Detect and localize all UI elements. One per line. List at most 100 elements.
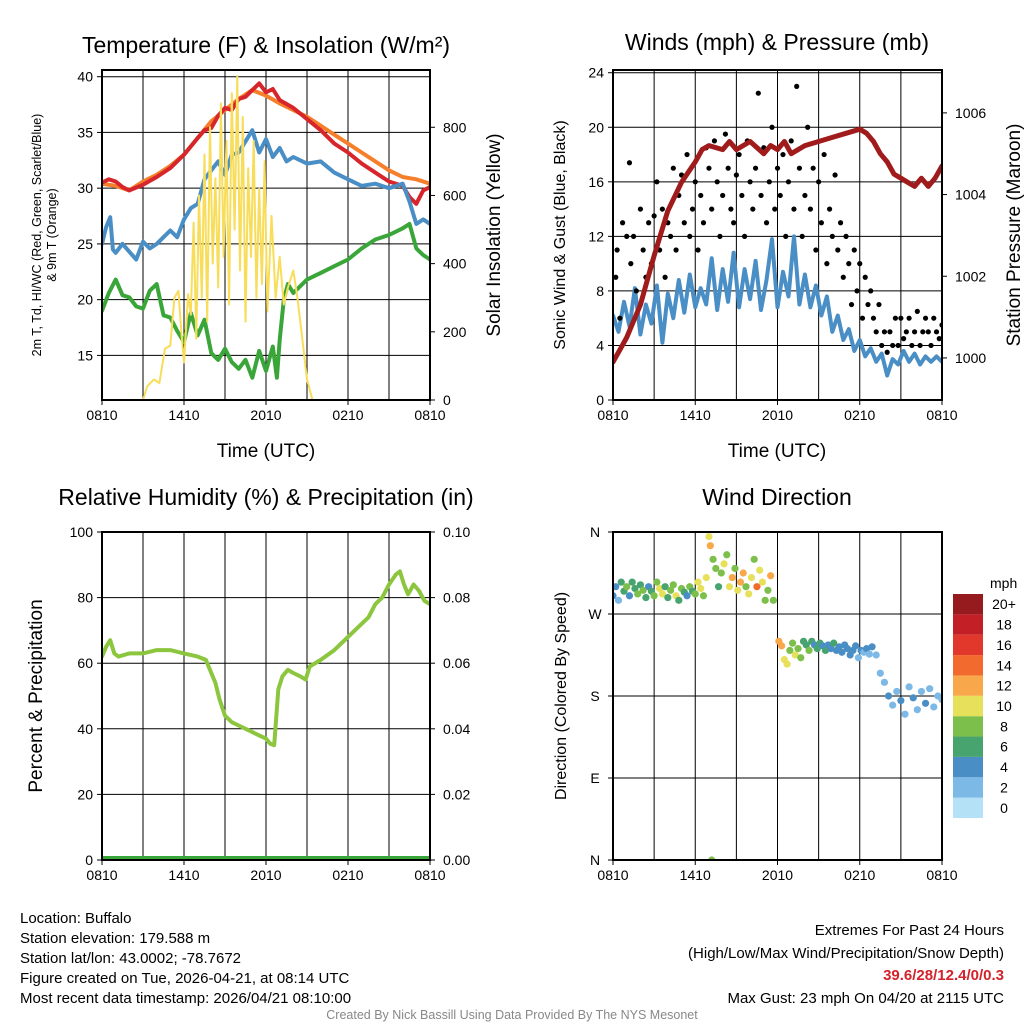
- wind-direction-point: [623, 583, 631, 591]
- chart-marks: 0810 1410 2010 0210 081015202530354002004006…: [70, 65, 987, 883]
- gust-point: [711, 138, 718, 144]
- colorbar-label: 16: [996, 637, 1012, 653]
- gust-point: [777, 192, 783, 199]
- x-tick-label: 0810: [86, 867, 117, 883]
- temp-ylabel-line1: 2m T, Td, HI/WC (Red, Green, Scarlet/Blu…: [30, 114, 44, 357]
- wind-direction-point: [728, 573, 736, 582]
- plot-area: [102, 75, 430, 400]
- colorbar-swatch: [953, 756, 983, 778]
- y-tick-label: 0: [596, 392, 604, 408]
- gust-point: [837, 220, 844, 226]
- gust-point: [617, 315, 623, 321]
- wind-direction-point: [706, 542, 714, 550]
- gust-point: [747, 179, 753, 185]
- gust-point: [689, 206, 696, 212]
- x-tick-label: 0810: [414, 867, 445, 883]
- wind-direction-point: [625, 592, 634, 600]
- gust-point: [829, 233, 835, 239]
- gust-point: [895, 342, 901, 349]
- colorbar-swatch: [953, 716, 983, 737]
- gust-point: [826, 206, 833, 212]
- gust-point: [824, 261, 830, 267]
- gust-point: [788, 138, 794, 144]
- y-right-tick-label: 0.00: [443, 852, 470, 868]
- wind-direction-point: [835, 643, 843, 651]
- gust-point: [717, 233, 723, 239]
- wind-direction-point: [613, 583, 620, 591]
- gust-point: [731, 220, 737, 226]
- wind-direction-point: [661, 583, 669, 591]
- x-tick-label: 0210: [844, 867, 875, 883]
- y-tick-label: 35: [77, 124, 93, 140]
- gust-point: [659, 206, 665, 212]
- gust-point: [714, 179, 720, 185]
- y-right-tick-label: 200: [443, 324, 467, 340]
- gust-point: [654, 179, 660, 185]
- plot-frame: [612, 531, 943, 861]
- gust-point: [917, 342, 923, 349]
- gust-point: [791, 206, 797, 212]
- plot-area: [613, 83, 942, 378]
- y-right-tick-label: 800: [443, 119, 467, 135]
- dir-panel-title: Wind Direction: [702, 484, 852, 510]
- wind-direction-point: [827, 645, 835, 653]
- gust-point: [922, 315, 929, 321]
- y-tick-label: 20: [588, 119, 604, 135]
- colorbar-swatch: [953, 736, 983, 757]
- extremes-legend: (High/Low/Max Wind/Precipitation/Snow De…: [688, 945, 1004, 962]
- gust-point: [619, 220, 626, 226]
- wind-direction-point: [742, 583, 750, 591]
- wind-direction-point: [838, 648, 846, 656]
- plot-area: [613, 532, 942, 860]
- wind-xlabel: Time (UTC): [728, 441, 827, 462]
- footer-recent: Most recent data timestamp: 2026/04/21 0…: [20, 990, 351, 1007]
- gust-point: [651, 213, 657, 219]
- wind-direction-point: [884, 692, 893, 700]
- gust-point: [851, 247, 857, 253]
- y-tick-label: 20: [77, 292, 93, 308]
- colorbar-label: 4: [1000, 759, 1008, 775]
- colorbar-title: mph: [990, 575, 1017, 591]
- wind-direction-point: [761, 596, 769, 604]
- y-tick-label: 24: [588, 65, 604, 81]
- gust-point: [868, 288, 874, 294]
- gust-point: [772, 206, 778, 212]
- x-tick-label: 0810: [86, 407, 117, 423]
- wind-direction-point: [893, 687, 901, 696]
- x-tick-label: 0210: [332, 867, 363, 883]
- colorbar-label: 18: [996, 617, 1012, 633]
- colorbar-label: 10: [996, 698, 1012, 714]
- plot-frame: [101, 531, 431, 861]
- gust-point: [780, 151, 786, 158]
- gust-point: [881, 329, 888, 335]
- gust-point: [633, 288, 639, 294]
- colorbar-swatch: [953, 695, 983, 717]
- gust-point: [614, 247, 620, 253]
- solar-insolation-line: [102, 75, 430, 400]
- gust-point: [835, 247, 841, 253]
- gust-point: [873, 329, 879, 335]
- wind-direction-point: [764, 586, 772, 594]
- temp-ylabel-line2: & 9m T (Orange): [45, 188, 59, 281]
- gust-point: [626, 160, 633, 166]
- colorbar-swatch: [953, 777, 983, 798]
- footer-created: Figure created on Tue, 2026-04-21, at 08…: [20, 970, 350, 987]
- gust-point: [722, 131, 729, 137]
- wind-direction-point: [691, 590, 699, 598]
- gust-point: [725, 165, 731, 171]
- wind-direction-point: [631, 584, 639, 593]
- gust-point: [832, 172, 838, 178]
- x-tick-label: 1410: [168, 407, 199, 423]
- gust-point: [870, 315, 877, 321]
- wind-direction-point: [639, 586, 647, 594]
- gust-point: [928, 342, 934, 349]
- wind-direction-point: [709, 555, 717, 563]
- x-tick-label: 0810: [926, 867, 957, 883]
- wind-direction-point: [880, 678, 889, 686]
- gust-point: [821, 151, 827, 158]
- x-tick-label: 2010: [762, 867, 793, 883]
- gust-point: [755, 90, 761, 96]
- td-line: [102, 221, 430, 380]
- temp-ylabel-right: Solar Insolation (Yellow): [484, 133, 505, 336]
- x-tick-label: 2010: [250, 867, 281, 883]
